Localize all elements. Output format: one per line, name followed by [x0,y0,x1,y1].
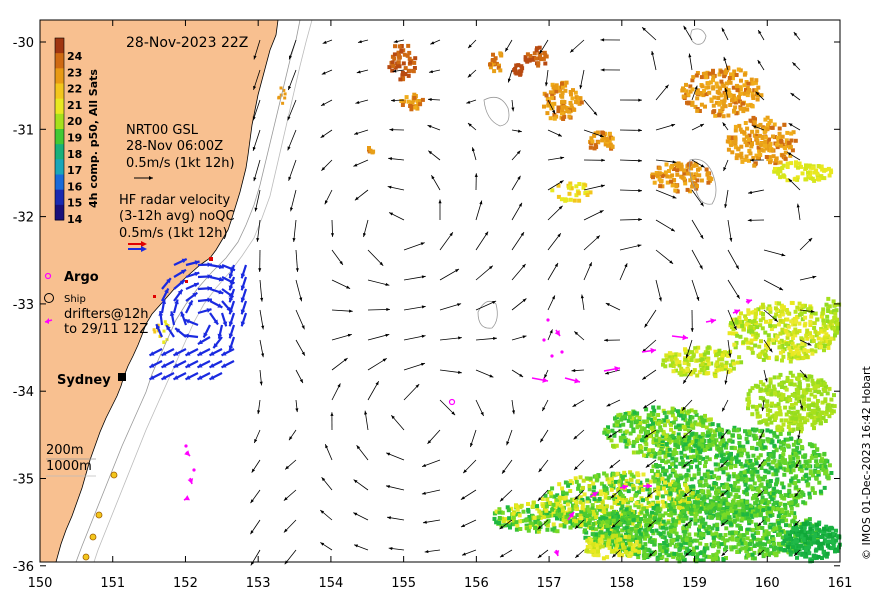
colorbar-segment [55,53,64,69]
x-tick-label: 160 [755,576,780,591]
colorbar-tick-label: 20 [67,115,83,128]
y-tick-label: -31 [13,123,34,138]
gsl-legend-line3: 0.5m/s (1kt 12h) [126,156,235,171]
x-tick-label: 152 [173,576,198,591]
y-tick-label: -34 [13,385,34,400]
colorbar-segment [55,189,64,206]
plot-frame [39,19,841,563]
colorbar-tick-label: 16 [67,180,83,193]
map-title: 28-Nov-2023 22Z [126,35,248,51]
colorbar-tick-label: 17 [67,164,82,177]
seamount-contour-2 [477,300,498,329]
colorbar-tick-label: 18 [67,148,82,161]
contour-200m [75,19,301,563]
x-tick-label: 151 [100,576,125,591]
drifters-legend-line1: drifters@12h [64,307,149,322]
hf-legend-line1: HF radar velocity [119,193,231,208]
y-tick-label: -36 [13,560,34,575]
colorbar-tick-label: 14 [67,213,83,226]
gsl-legend-line1: NRT00 GSL [126,123,199,138]
land-mass [39,19,279,563]
y-tick-label: -30 [13,36,34,51]
y-tick-label: -35 [13,473,34,488]
y-tick-label: -32 [13,211,34,226]
credit-text: © IMOS 01-Dec-2023 16:42 Hobart [860,365,873,560]
colorbar-segment [55,113,64,130]
x-tick-label: 161 [828,576,853,591]
gsl-scale-arrow [134,176,153,180]
colorbar-segment [55,129,64,145]
hf-scale-arrows [128,241,147,252]
argo-legend-label: Argo [64,270,99,285]
x-tick-label: 155 [391,576,416,591]
argo-legend-icon [44,272,52,280]
seamount-contour-1 [483,96,510,127]
depth-legend-1000m: 1000m [46,459,92,474]
colorbar-segment [55,68,64,84]
x-tick-label: 150 [28,576,53,591]
x-tick-label: 154 [318,576,343,591]
colorbar-tick-label: 15 [67,197,82,210]
depth-legend-200m: 200m [46,443,83,458]
colorbar-segment [55,174,64,191]
drifter-tracks [183,298,753,557]
y-tick-label: -33 [13,298,34,313]
x-tick-label: 158 [609,576,634,591]
colorbar-segment [55,98,64,115]
colorbar-segment [55,83,64,100]
colorbar-segment [55,159,64,175]
colorbar-tick-label: 24 [67,50,83,63]
colorbar-frame [54,37,65,221]
colorbar-segment [55,38,64,54]
sst-patches [152,43,842,564]
hf-legend-line2: (3-12h avg) noQC [119,209,235,224]
drifter-legend-icon [44,318,53,324]
drifters-legend-line2: to 29/11 12Z [64,322,148,337]
colorbar-label: 4h comp. p50, All Sats [87,69,100,208]
ship-legend-label: Ship [64,294,86,305]
x-tick-label: 157 [537,576,562,591]
sydney-marker [118,373,126,381]
hf-radar-vectors [148,258,248,381]
coastal-station-markers [82,257,213,561]
x-tick-label: 159 [682,576,707,591]
x-tick-label: 156 [464,576,489,591]
gsl-velocity-vectors [250,25,817,566]
x-tick-label: 153 [246,576,271,591]
colorbar-segment [55,144,64,160]
ship-legend-icon [44,293,54,303]
argo-float-marker [448,398,456,406]
colorbar-tick-label: 19 [67,132,82,145]
colorbar-tick-label: 23 [67,66,82,79]
colorbar-segment [55,204,64,221]
colorbar-tick-label: 21 [67,99,82,112]
colorbar-tick-label: 22 [67,83,82,96]
gsl-legend-line2: 28-Nov 06:00Z [126,139,223,154]
hf-legend-line3: 0.5m/s (1kt 12h) [119,226,228,241]
axes: 150 151 152 153 154 155 156 157 158 159 160 161 -30 -… [13,20,853,591]
sydney-label: Sydney [57,373,111,388]
lord-howe-contour [689,158,717,205]
colorbar: 24 23 22 21 20 19 18 17 16 15 14 [54,37,83,226]
